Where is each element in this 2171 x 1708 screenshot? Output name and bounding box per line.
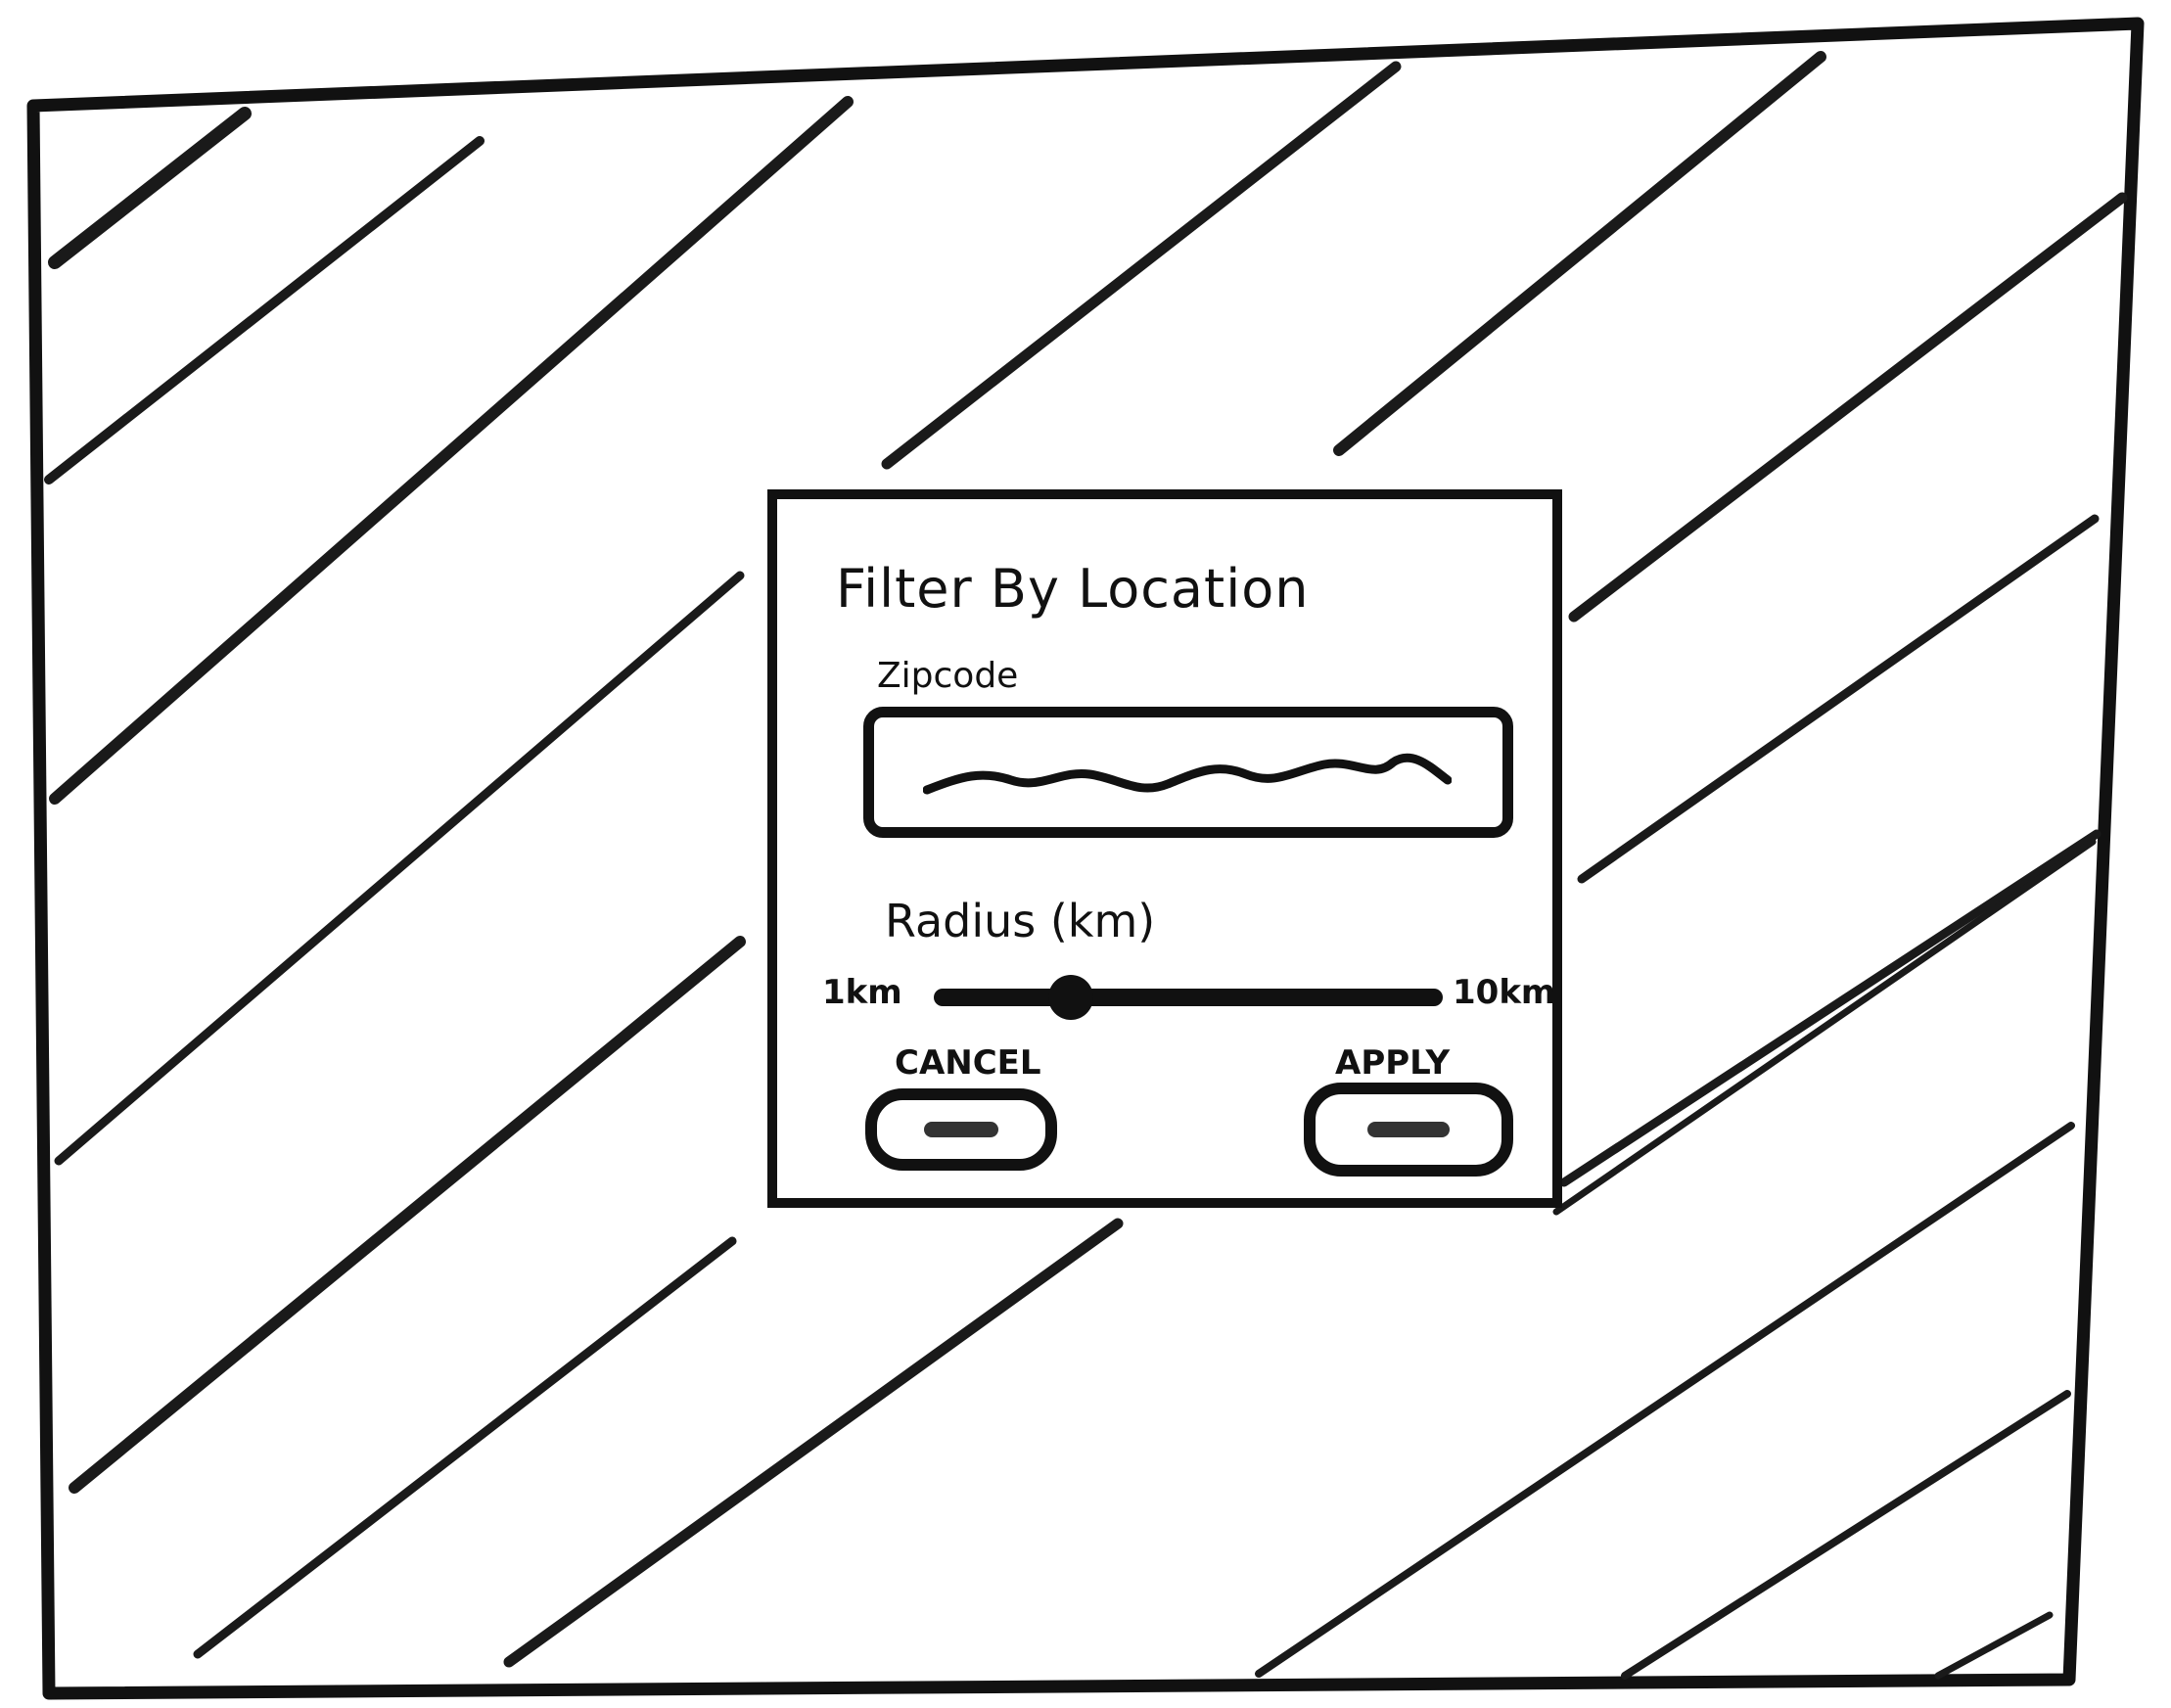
hatch-line (54, 571, 745, 1166)
zipcode-input[interactable] (863, 707, 1513, 838)
hatch-line (69, 936, 746, 1494)
hatch-line (1255, 1122, 2075, 1678)
backdrop-hatching (44, 51, 2128, 1680)
hatch-line (49, 96, 854, 805)
hatch-line (1568, 192, 2128, 623)
cancel-button[interactable] (865, 1088, 1057, 1171)
hatch-line (48, 107, 252, 269)
hatch-line (503, 1218, 1124, 1668)
hatch-line (1333, 51, 1826, 456)
radius-slider-track[interactable] (934, 975, 1443, 1020)
radius-label: Radius (km) (885, 895, 1156, 947)
hatch-line (1577, 514, 2100, 884)
apply-button[interactable] (1304, 1083, 1513, 1177)
apply-button-label: APPLY (1335, 1043, 1451, 1083)
hatch-line (44, 136, 485, 485)
hatch-line (1621, 1390, 2071, 1680)
cancel-button-label: CANCEL (895, 1043, 1041, 1083)
apply-button-fill (1367, 1122, 1450, 1137)
hatch-line (881, 61, 1402, 470)
filter-dialog: Filter By Location Zipcode Radius (km) 1… (767, 489, 1562, 1208)
dialog-title: Filter By Location (836, 558, 1310, 620)
hatch-line (193, 1236, 737, 1659)
scribble-placeholder-icon (923, 753, 1452, 795)
radius-slider-thumb[interactable] (1048, 975, 1094, 1020)
radius-max-label: 10km (1453, 973, 1556, 1012)
zipcode-label: Zipcode (877, 656, 1019, 696)
hatch-line (1934, 1611, 2054, 1680)
screen-frame (26, 17, 2145, 1700)
hatch-line (1552, 838, 2097, 1216)
hatch-line (1559, 829, 2102, 1187)
cancel-button-fill (924, 1122, 998, 1137)
radius-min-label: 1km (822, 973, 902, 1012)
